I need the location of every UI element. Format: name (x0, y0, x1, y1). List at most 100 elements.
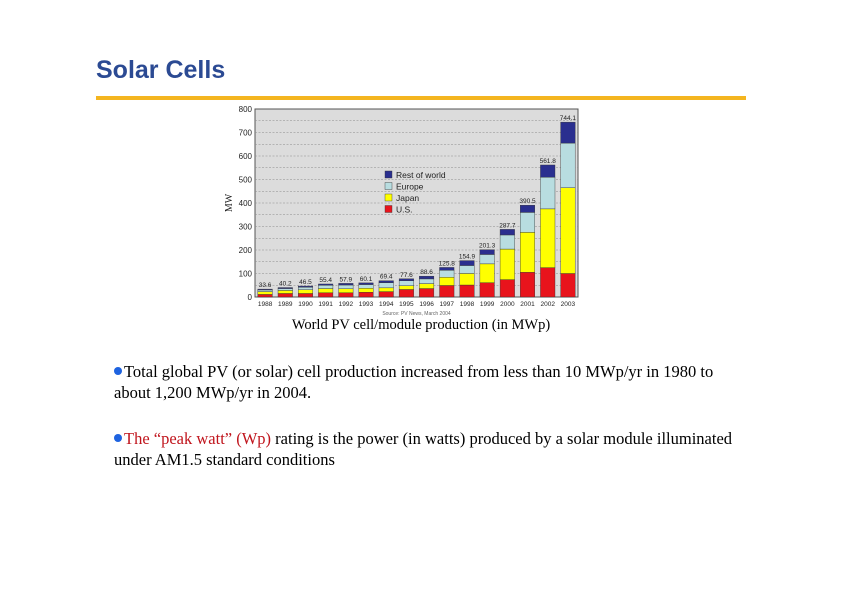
total-label: 69.4 (380, 274, 393, 281)
bar-segment (560, 273, 576, 298)
bar-segment (298, 289, 313, 294)
total-label: 561.8 (540, 158, 557, 165)
x-tick-label: 1992 (339, 301, 354, 308)
bar-segment (257, 291, 273, 295)
legend-swatch (384, 193, 393, 202)
y-tick-label: 800 (239, 105, 253, 114)
bar-segment (540, 164, 556, 178)
bar-segment (358, 282, 374, 285)
bar-segment (378, 280, 394, 283)
bar-segment (520, 272, 535, 298)
y-tick-label: 700 (239, 129, 253, 138)
x-tick-label: 1994 (379, 301, 394, 308)
bar-segment (459, 284, 475, 298)
y-tick-label: 0 (248, 293, 253, 302)
x-tick-label: 1998 (460, 301, 475, 308)
bar-segment (277, 288, 293, 291)
bar-segment (520, 205, 535, 213)
legend-label: Rest of world (396, 170, 446, 180)
total-label: 154.9 (459, 254, 476, 261)
x-tick-label: 2002 (540, 301, 555, 308)
y-tick-label: 200 (239, 246, 253, 255)
total-label: 40.2 (279, 281, 292, 288)
chart-caption: World PV cell/module production (in MWp) (291, 317, 551, 333)
total-label: 287.7 (499, 222, 516, 229)
x-tick-label: 1997 (440, 301, 455, 308)
total-label: 33.6 (259, 282, 272, 289)
bar-segment (338, 283, 354, 286)
bar-segment (499, 229, 515, 236)
bar-segment (520, 212, 535, 233)
total-label: 201.3 (479, 243, 496, 250)
x-tick-label: 1999 (480, 301, 495, 308)
legend-swatch (384, 182, 393, 190)
bar-segment (560, 142, 576, 188)
legend-label: Europe (396, 182, 424, 192)
bar-segment (499, 248, 515, 280)
legend-swatch (384, 205, 393, 213)
bar-segment (419, 283, 435, 289)
bar-segment (540, 267, 556, 298)
bar-segment (560, 187, 576, 274)
total-label: 46.5 (299, 279, 312, 286)
bar-segment (318, 285, 334, 289)
bullet-2-highlight: The “peak watt” (Wp) (124, 429, 272, 448)
total-label: 60.1 (360, 276, 373, 283)
total-label: 88.6 (420, 269, 433, 276)
bar-segment (257, 288, 273, 291)
x-tick-label: 1993 (359, 301, 374, 308)
x-tick-label: 2000 (500, 301, 515, 308)
bar-segment (358, 292, 374, 298)
bar-segment (358, 288, 374, 293)
pv-production-chart: 0 100 200 300 400 500 600 700 800 MW 33.6 1988 40.2 1… (222, 102, 588, 318)
bullet-1-text: Total global PV (or solar) cell producti… (114, 362, 714, 402)
bar-segment (439, 285, 455, 298)
x-tick-label: 1995 (399, 301, 414, 308)
bar-segment (257, 289, 273, 292)
bar-segment (419, 275, 435, 280)
bar-segment (298, 285, 313, 288)
bar-segment (277, 290, 293, 294)
bar-segment (520, 232, 535, 273)
bar-segment (277, 287, 293, 289)
y-tick-label: 600 (239, 152, 253, 161)
bar-segment (560, 121, 576, 144)
bar-segment (479, 254, 495, 265)
total-label: 744.1 (560, 115, 577, 122)
x-tick-label: 1988 (258, 301, 273, 308)
x-tick-label: 1990 (298, 301, 313, 308)
bar-segment (439, 267, 455, 271)
slide-title: Solar Cells (96, 56, 226, 84)
y-tick-label: 100 (239, 270, 253, 279)
bar-segment (540, 208, 556, 268)
stacked-bar-chart: 0 100 200 300 400 500 600 700 800 MW 33.6 1988 40.2 1… (224, 105, 579, 317)
x-tick-label: 1991 (318, 301, 333, 308)
bar-segment (378, 287, 394, 292)
bar-segment (318, 292, 334, 298)
x-tick-label: 2001 (520, 301, 535, 308)
bar-segment (338, 284, 354, 289)
bar-segment (459, 273, 475, 286)
legend-swatch (384, 170, 393, 179)
bar-segment (398, 289, 414, 298)
x-tick-label: 1996 (419, 301, 434, 308)
total-label: 55.4 (319, 277, 332, 284)
bar-segment (358, 284, 374, 289)
y-tick-label: 300 (239, 223, 253, 232)
bar-segment (398, 278, 414, 281)
total-label: 125.8 (439, 260, 456, 267)
bar-segment (378, 291, 394, 298)
bar-segment (499, 279, 515, 298)
bar-segment (499, 234, 515, 250)
total-label: 77.6 (400, 272, 413, 279)
bar-segment (479, 282, 495, 298)
bullet-dot-icon (114, 434, 122, 442)
legend-label: Japan (396, 193, 419, 203)
bullet-1: Total global PV (or solar) cell producti… (114, 361, 734, 403)
bar-segment (439, 277, 455, 286)
bar-segment (257, 294, 273, 298)
bar-segment (540, 176, 556, 210)
bar-segment (318, 283, 334, 286)
bar-segment (479, 263, 495, 283)
x-tick-label: 1989 (278, 301, 293, 308)
